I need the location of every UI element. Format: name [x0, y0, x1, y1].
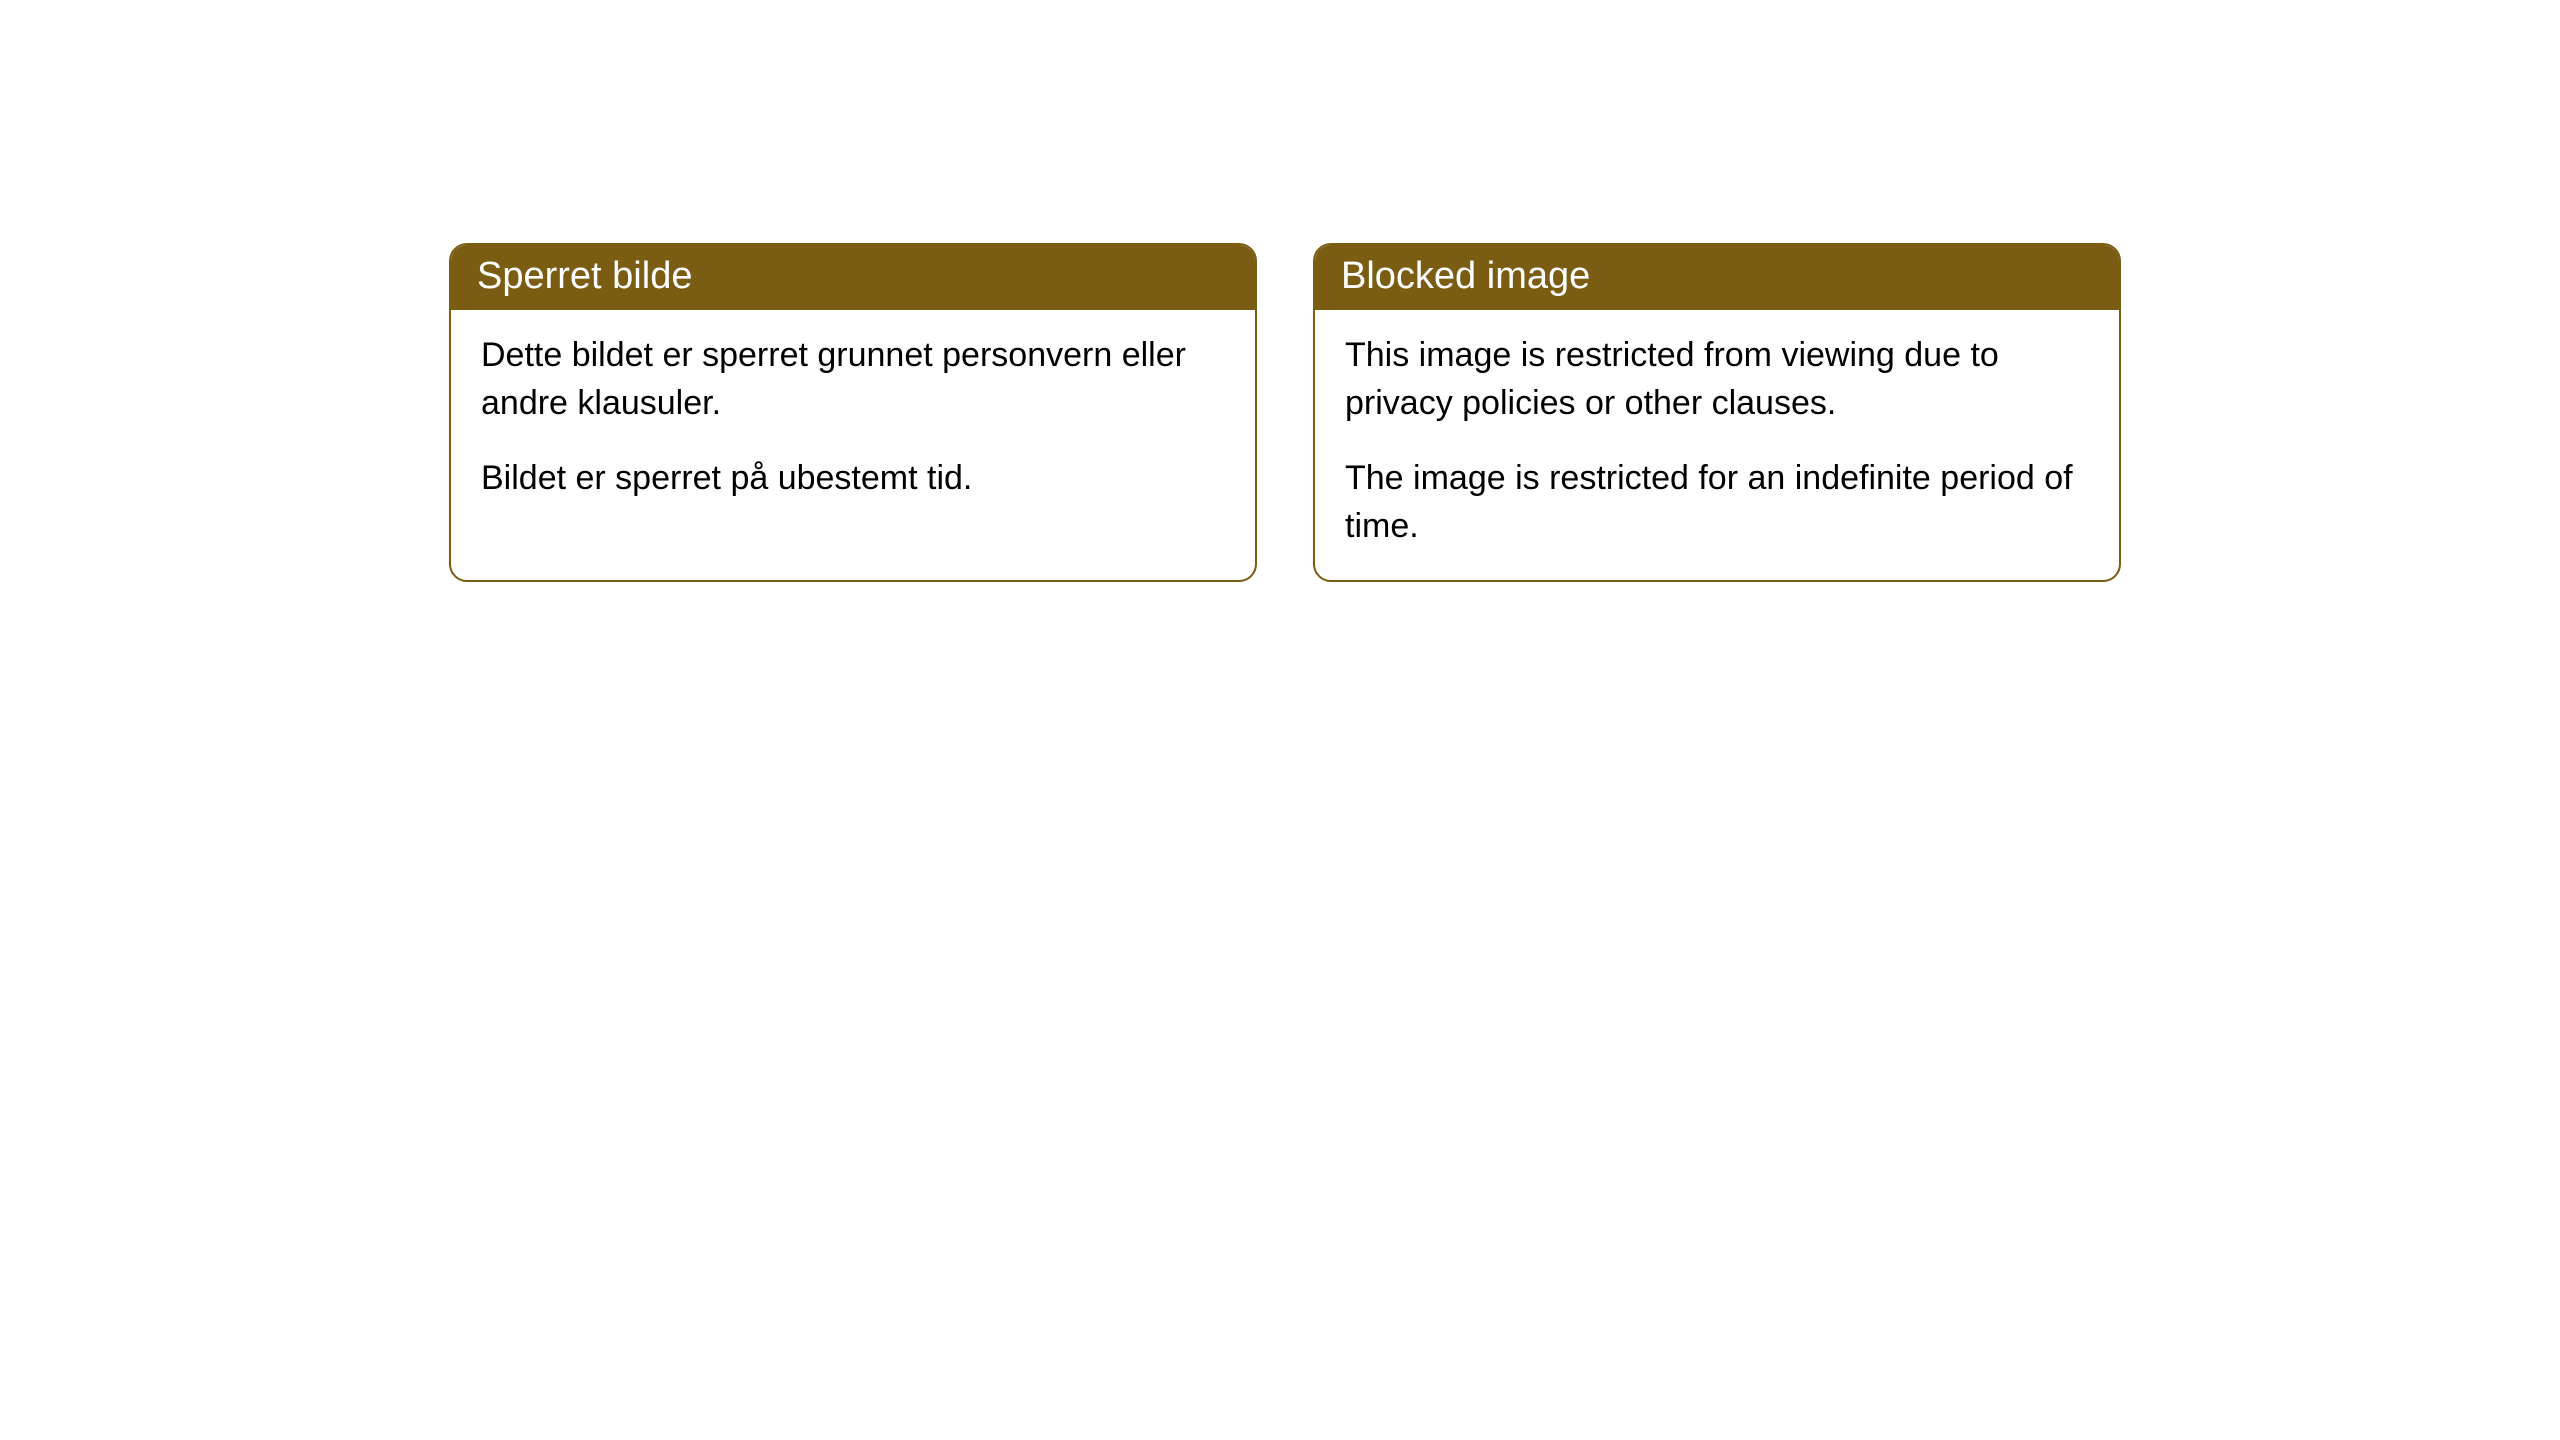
card-paragraph: Bildet er sperret på ubestemt tid. — [481, 455, 1225, 503]
notice-container: Sperret bilde Dette bildet er sperret gr… — [449, 243, 2121, 582]
notice-card-norwegian: Sperret bilde Dette bildet er sperret gr… — [449, 243, 1257, 582]
card-body: This image is restricted from viewing du… — [1315, 310, 2119, 580]
card-paragraph: This image is restricted from viewing du… — [1345, 332, 2089, 427]
notice-card-english: Blocked image This image is restricted f… — [1313, 243, 2121, 582]
card-paragraph: Dette bildet er sperret grunnet personve… — [481, 332, 1225, 427]
card-header: Sperret bilde — [451, 245, 1255, 310]
card-paragraph: The image is restricted for an indefinit… — [1345, 455, 2089, 550]
card-header: Blocked image — [1315, 245, 2119, 310]
card-body: Dette bildet er sperret grunnet personve… — [451, 310, 1255, 533]
